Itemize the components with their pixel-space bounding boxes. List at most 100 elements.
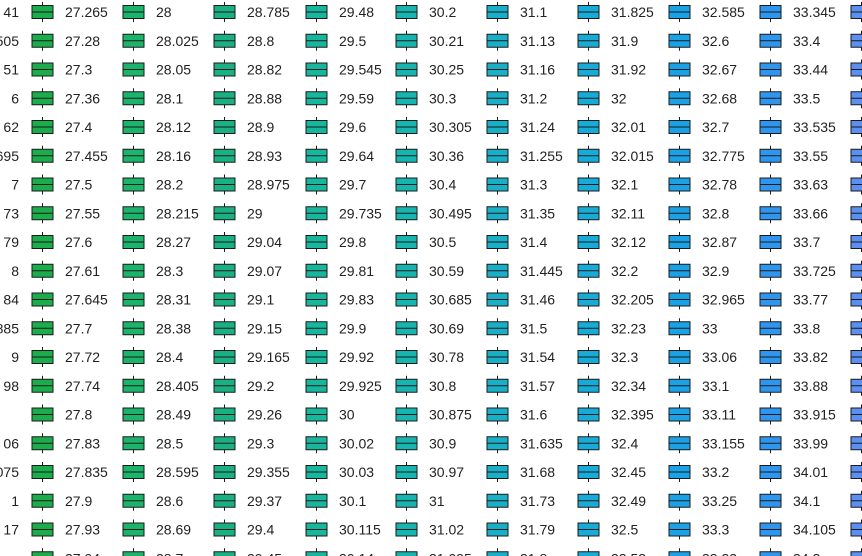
legend-label: 33.3 [702,522,729,538]
legend-key [577,289,600,310]
legend-label: 31.16 [520,62,555,78]
legend-label: 29.07 [247,263,282,279]
legend-key [31,145,54,166]
legend-label: 33.44 [793,62,828,78]
legend-label: 32.965 [702,292,745,308]
legend-label: 32.3 [611,349,638,365]
legend-key [213,375,236,396]
legend-label: 31.2 [520,90,547,106]
legend-key [213,548,236,556]
legend-label: 33.66 [793,205,828,221]
legend-label: 29.7 [339,177,366,193]
legend-label: 33.8 [793,320,820,336]
legend-key [122,519,145,540]
legend-label: 33.32 [702,550,737,556]
legend-key [395,433,418,454]
legend-key [486,548,509,556]
legend-key [31,519,54,540]
legend-key [213,433,236,454]
legend-key [668,203,691,224]
legend-key [395,88,418,109]
legend-label: 29.3 [247,435,274,451]
legend-key [486,232,509,252]
legend-key [850,404,862,425]
legend-label: 29.26 [247,407,282,423]
legend-label: 30.4 [429,177,456,193]
legend-key [668,289,691,310]
legend-label: 29.48 [339,4,374,20]
legend-key [577,203,600,224]
legend-key [122,548,145,556]
legend-label: 28.9 [247,119,274,135]
legend-key [486,433,509,454]
legend-key [305,318,328,339]
legend-key [486,462,509,482]
legend-label: 33.88 [793,378,828,394]
legend-key [850,232,862,252]
legend-key [577,375,600,396]
legend-key [668,347,691,367]
legend-label: 33.63 [793,177,828,193]
legend-label: 33.345 [793,4,836,20]
legend-key [486,404,509,425]
legend-key [850,548,862,556]
legend-key [122,145,145,166]
legend-label: 33.5 [793,90,820,106]
legend-key [850,2,862,22]
legend-label: 32.68 [702,90,737,106]
legend-label: 28.4 [156,349,183,365]
legend-label: 06 [3,435,19,451]
legend-key [31,318,54,339]
legend-label: 33.99 [793,435,828,451]
legend-label: 32.11 [611,205,645,221]
legend-label: 29.4 [247,522,274,538]
legend-label: 28 [156,4,172,20]
legend-key [213,88,236,109]
legend-key [213,30,236,51]
legend-key [486,59,509,80]
legend-label: 29.1 [247,292,274,308]
legend-label: 31.46 [520,292,555,308]
legend-key [668,260,691,281]
legend-key [577,519,600,540]
legend-key [305,117,328,137]
legend-label: 33.11 [702,407,736,423]
legend-label: 31.73 [520,493,555,509]
legend-label: 29.81 [339,263,374,279]
legend-label: 28.69 [156,522,191,538]
legend-key [31,2,54,22]
legend-key [850,519,862,540]
legend-key [395,117,418,137]
legend-label: 34.1 [793,493,820,509]
legend-label: 28.7 [156,550,183,556]
legend-key [31,462,54,482]
legend-key [305,347,328,367]
legend-label: 29.6 [339,119,366,135]
legend-key [577,232,600,252]
legend-label: 32.9 [702,263,729,279]
legend-key [31,289,54,310]
legend-key [31,88,54,109]
legend-key [577,30,600,51]
legend-label: 98 [3,378,19,394]
legend-label: 34.2 [793,550,820,556]
legend-label: 30.78 [429,349,464,365]
legend-label: 28.1 [156,90,183,106]
legend-label: 33.915 [793,407,836,423]
legend-label: 30 [339,407,355,423]
legend-label: 27.9 [65,493,92,509]
legend-label: 29.545 [339,62,382,78]
legend-label: 33.77 [793,292,828,308]
legend-key [577,260,600,281]
legend-key [213,117,236,137]
legend-key [122,375,145,396]
legend-key [850,203,862,224]
legend-label: 27.5 [65,177,92,193]
legend-key [850,30,862,51]
legend-key [486,490,509,511]
legend-key [668,59,691,80]
legend-key [122,318,145,339]
legend-key [213,347,236,367]
legend-label: 27.74 [65,378,100,394]
legend-key [31,490,54,511]
